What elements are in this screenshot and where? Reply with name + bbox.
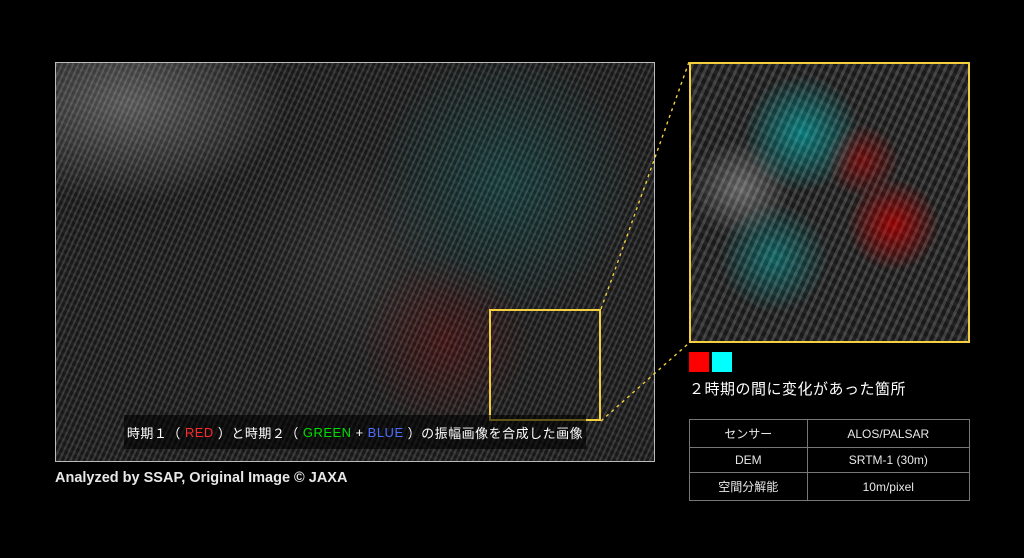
caption-text: 時期１（ (127, 423, 181, 442)
meta-value: ALOS/PALSAR (807, 420, 969, 448)
metadata-table: センサー ALOS/PALSAR DEM SRTM-1 (30m) 空間分解能 … (689, 419, 970, 501)
caption-green: GREEN (303, 425, 352, 440)
meta-value: 10m/pixel (807, 473, 969, 501)
swatch-red (689, 352, 709, 372)
table-row: 空間分解能 10m/pixel (690, 473, 970, 501)
legend-label: ２時期の間に変化があった箇所 (689, 378, 906, 399)
detail-texture (691, 64, 968, 341)
legend-swatches (689, 352, 732, 372)
credit-line: Analyzed by SSAP, Original Image © JAXA (55, 470, 347, 486)
detail-sar-image (689, 62, 970, 343)
caption-plus: + (356, 425, 364, 440)
caption-red: RED (185, 425, 214, 440)
table-row: センサー ALOS/PALSAR (690, 420, 970, 448)
caption-text: ）の振幅画像を合成した画像 (408, 423, 584, 442)
meta-key: DEM (690, 448, 808, 473)
table-row: DEM SRTM-1 (30m) (690, 448, 970, 473)
meta-key: センサー (690, 420, 808, 448)
meta-key: 空間分解能 (690, 473, 808, 501)
roi-highlight-box (489, 309, 601, 421)
caption-text: ）と時期２（ (218, 423, 299, 442)
meta-value: SRTM-1 (30m) (807, 448, 969, 473)
caption-blue: BLUE (368, 425, 404, 440)
main-sar-image: 時期１（ RED ）と時期２（ GREEN + BLUE ）の振幅画像を合成した… (55, 62, 655, 462)
swatch-cyan (712, 352, 732, 372)
main-caption: 時期１（ RED ）と時期２（ GREEN + BLUE ）の振幅画像を合成した… (124, 415, 586, 449)
